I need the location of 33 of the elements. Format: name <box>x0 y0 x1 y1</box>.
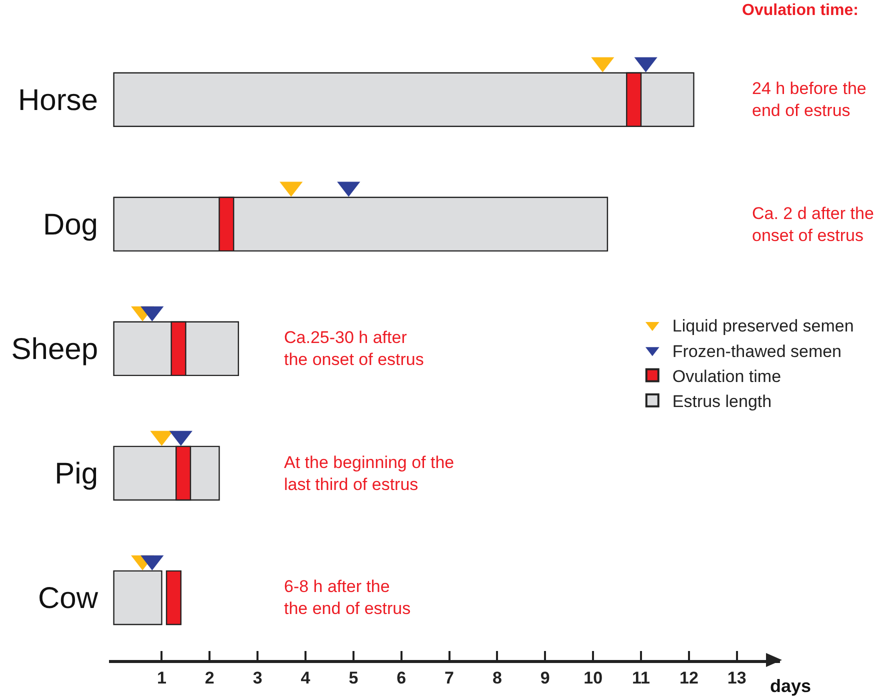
x-tick-label: 9 <box>540 668 550 688</box>
y-tick-label: Pig <box>54 458 98 491</box>
x-tick-label: 12 <box>679 668 698 688</box>
x-tick-label: 5 <box>348 668 358 688</box>
text: Ovulation time: <box>742 2 858 19</box>
legend-label: Liquid preserved semen <box>672 316 854 336</box>
x-tick-label: 8 <box>492 668 502 688</box>
annotation: Ca.25-30 h after the onset of estrus <box>284 328 424 370</box>
legend-label: Ovulation time <box>672 366 782 386</box>
legend-label: Frozen-thawed semen <box>672 342 842 361</box>
y-tick-label: Dog <box>42 208 98 242</box>
annotation: Ca. 2 d after the onset of estrus <box>752 204 874 246</box>
y-tick-label: Cow <box>38 582 98 616</box>
x-tick-label: 3 <box>252 668 262 688</box>
bar <box>113 570 162 626</box>
legend-label: Estrus length <box>672 392 772 411</box>
y-tick-label: Sheep <box>11 333 98 366</box>
bar <box>113 72 694 127</box>
x-tick-label: 10 <box>584 668 603 688</box>
bar <box>166 570 182 626</box>
x-tick-label: 13 <box>727 668 746 688</box>
x-tick-label: 11 <box>632 668 650 688</box>
x-tick-label: 7 <box>444 668 454 688</box>
bar <box>113 196 608 252</box>
annotation: At the beginning of the last third of estrus <box>284 453 454 494</box>
x-tick-label: 4 <box>300 668 311 688</box>
x-tick-label: 6 <box>396 668 406 688</box>
x-tick-label: 1 <box>156 668 166 688</box>
annotation: 24 h before the end of estrus <box>752 79 866 120</box>
x-tick-label: 2 <box>204 668 214 688</box>
y-tick-label: Horse <box>18 84 98 118</box>
x-axis-title: days <box>770 676 812 696</box>
annotation: 6-8 h after the the end of estrus <box>284 577 411 618</box>
